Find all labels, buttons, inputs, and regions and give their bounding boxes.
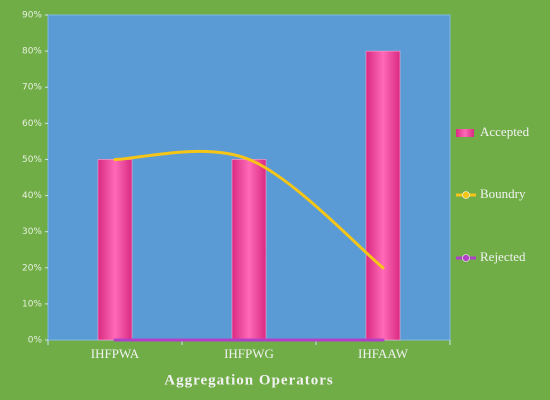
x-axis-title: Aggregation Operators — [164, 372, 333, 388]
bar — [231, 159, 267, 341]
y-tick-label: 30% — [22, 227, 42, 237]
x-tick-label: IHFPWA — [91, 346, 140, 361]
legend-label: Boundry — [480, 186, 526, 201]
x-tick-label: IHFAAW — [358, 346, 409, 361]
y-tick-label: 40% — [22, 191, 42, 201]
legend-label: Rejected — [480, 249, 526, 264]
y-tick-label: 70% — [22, 83, 42, 93]
line — [113, 149, 385, 270]
legend-label: Accepted — [480, 124, 530, 139]
legend-swatch — [456, 129, 474, 137]
y-tick-label: 20% — [22, 263, 42, 273]
bar — [365, 50, 401, 341]
y-tick-label: 0% — [28, 336, 43, 346]
bar — [97, 159, 133, 341]
y-tick-label: 50% — [22, 155, 42, 165]
legend-marker — [462, 191, 470, 199]
legend-marker — [462, 254, 470, 262]
y-tick-label: 60% — [22, 119, 42, 129]
y-tick-label: 90% — [22, 11, 42, 21]
y-tick-label: 80% — [22, 47, 42, 57]
y-tick-label: 10% — [22, 299, 42, 309]
x-tick-label: IHFPWG — [224, 346, 274, 361]
